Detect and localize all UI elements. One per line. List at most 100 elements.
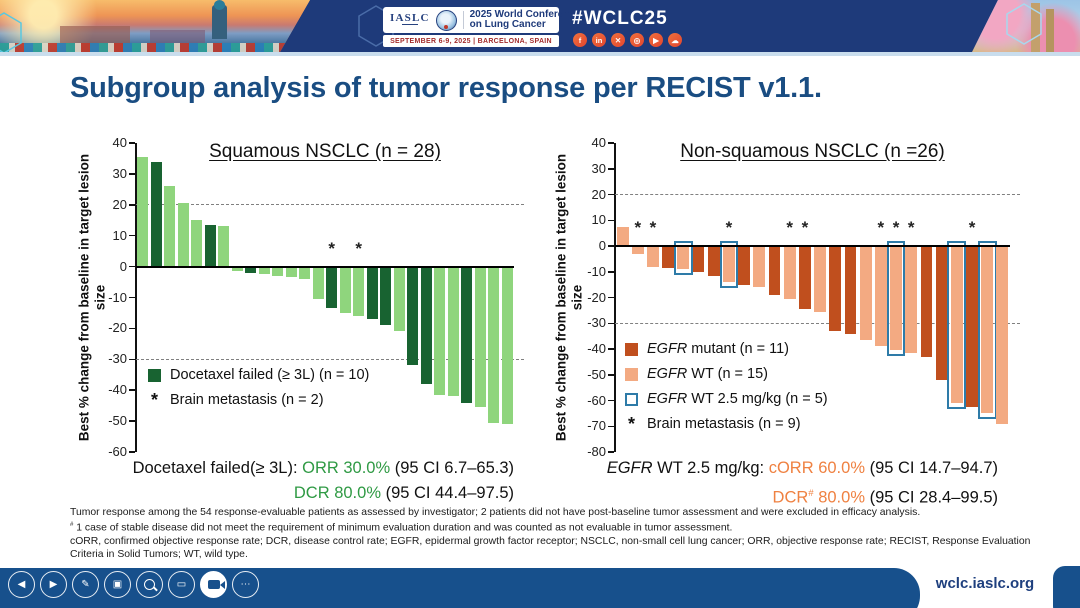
bar-other xyxy=(258,266,270,275)
plot-area: Squamous NSCLC (n = 28) Docetaxel failed… xyxy=(108,135,524,459)
linkedin-icon: in xyxy=(592,33,606,47)
bar-egfr-wt xyxy=(814,246,826,312)
chart-title: Squamous NSCLC (n = 28) xyxy=(209,141,441,162)
y-tick-label: 30 xyxy=(112,165,127,181)
y-tick-mark xyxy=(129,358,135,361)
mosaic-strip xyxy=(0,43,310,52)
conference-website-url: wclc.iaslc.org xyxy=(935,575,1035,592)
y-tick-label: 20 xyxy=(591,186,606,202)
x-twitter-icon: ✕ xyxy=(611,33,625,47)
y-tick-label: -10 xyxy=(108,289,127,305)
pen-tool-button[interactable]: ✎ xyxy=(72,571,99,598)
footnotes: Tumor response among the 54 response-eva… xyxy=(70,506,1035,561)
y-tick-mark xyxy=(129,204,135,206)
bar-egfr-wt xyxy=(905,246,918,353)
bar-other xyxy=(393,266,405,332)
captions-button[interactable]: ▭ xyxy=(168,571,195,598)
bar-docetaxel-failed xyxy=(407,266,418,366)
y-tick-mark xyxy=(608,193,614,196)
youtube-icon: ▶ xyxy=(649,33,663,47)
legend-item: EGFR WT (n = 15) xyxy=(625,366,828,382)
bar-docetaxel-failed xyxy=(380,266,391,326)
slide-sorter-button[interactable]: ▣ xyxy=(104,571,131,598)
zoom-button[interactable] xyxy=(136,571,163,598)
barcelona-park-guell-photo xyxy=(0,0,310,52)
bar-other xyxy=(299,266,310,279)
y-tick-label: 40 xyxy=(112,135,127,150)
bar-other xyxy=(447,266,459,397)
response-rate-summary: EGFR WT 2.5 mg/kg: cORR 60.0% (95 CI 14.… xyxy=(607,456,998,511)
y-tick-label: -60 xyxy=(587,392,606,408)
y-tick-mark xyxy=(129,234,135,237)
plot-area: Non-squamous NSCLC (n =26) EGFR mutant (… xyxy=(587,135,1020,459)
bar-docetaxel-failed xyxy=(204,224,216,267)
y-tick-label: -40 xyxy=(108,382,127,398)
brain-metastasis-asterisk: * xyxy=(328,238,336,258)
bar-egfr-wt xyxy=(616,226,629,246)
bar-egfr-mutant xyxy=(707,246,720,276)
reference-dashed-line xyxy=(136,358,524,360)
y-tick-label: -10 xyxy=(587,263,606,279)
more-options-button[interactable]: ⋯ xyxy=(232,571,259,598)
result-line: Docetaxel failed(≥ 3L): ORR 30.0% (95 CI… xyxy=(132,459,514,477)
y-tick-label: -50 xyxy=(587,366,606,382)
bar-egfr-mutant xyxy=(935,246,948,380)
brain-metastasis-asterisk: * xyxy=(786,218,794,237)
previous-slide-button[interactable]: ◀ xyxy=(8,571,35,598)
y-tick-mark xyxy=(129,265,135,268)
corner-decoration xyxy=(1053,566,1080,608)
brain-metastasis-asterisk: * xyxy=(355,238,363,258)
y-tick-mark xyxy=(608,296,614,299)
legend-swatch xyxy=(148,368,161,382)
y-tick-label: -60 xyxy=(108,444,127,459)
share-icon: ☁ xyxy=(668,33,682,47)
y-tick-label: -40 xyxy=(587,341,606,356)
y-tick-label: 10 xyxy=(112,227,127,243)
legend-swatch xyxy=(625,392,638,406)
y-tick-label: 0 xyxy=(598,238,606,253)
bar-egfr-wt xyxy=(783,246,796,299)
y-tick-label: -20 xyxy=(108,320,127,336)
y-tick-label: -50 xyxy=(108,413,127,429)
brain-metastasis-asterisk: * xyxy=(649,218,657,237)
bar-other xyxy=(434,266,445,395)
y-tick-mark xyxy=(129,296,135,299)
bar-egfr-wt xyxy=(723,246,735,283)
legend-label: Brain metastasis (n = 2) xyxy=(170,392,324,408)
y-tick-mark xyxy=(608,271,614,273)
facebook-icon: f xyxy=(573,33,587,47)
bar-other xyxy=(488,266,499,423)
magnifier-icon xyxy=(144,579,155,590)
y-tick-mark xyxy=(129,389,135,391)
brain-metastasis-asterisk: * xyxy=(877,218,885,237)
bar-egfr-wt xyxy=(631,246,644,254)
brain-metastasis-asterisk: * xyxy=(907,218,915,237)
bar-egfr-wt xyxy=(996,246,1009,424)
legend-item: * Brain metastasis (n = 2) xyxy=(148,391,369,409)
slide-title: Subgroup analysis of tumor response per … xyxy=(70,72,822,104)
conference-banner: IASLC 2025 World Conference on Lung Canc… xyxy=(0,0,1080,52)
y-tick-mark xyxy=(608,348,614,350)
reference-dashed-line xyxy=(136,204,524,206)
bar-egfr-mutant xyxy=(829,246,842,331)
reference-dashed-line xyxy=(615,322,1020,324)
y-tick-label: 30 xyxy=(591,160,606,176)
social-icons-row: f in ✕ ◎ ▶ ☁ xyxy=(573,33,682,47)
next-slide-button[interactable]: ▶ xyxy=(40,571,67,598)
bar-egfr-mutant xyxy=(738,246,751,285)
bar-egfr-wt xyxy=(950,246,963,404)
bar-other xyxy=(137,156,148,267)
legend-label: Brain metastasis (n = 9) xyxy=(647,416,801,432)
bar-egfr-wt xyxy=(859,246,872,340)
bar-other xyxy=(312,266,324,300)
y-tick-mark xyxy=(608,399,614,402)
presentation-toolbar: ◀ ▶ ✎ ▣ ▭ ⋯ xyxy=(8,571,259,598)
bar-egfr-mutant xyxy=(692,246,705,272)
legend-swatch xyxy=(625,342,638,356)
legend-item: EGFR mutant (n = 11) xyxy=(625,341,828,357)
dose-outline-box xyxy=(977,241,997,420)
y-axis-line xyxy=(135,143,137,452)
result-line: EGFR WT 2.5 mg/kg: cORR 60.0% (95 CI 14.… xyxy=(606,459,998,477)
y-tick-mark xyxy=(608,245,614,247)
camera-button[interactable] xyxy=(200,571,227,598)
